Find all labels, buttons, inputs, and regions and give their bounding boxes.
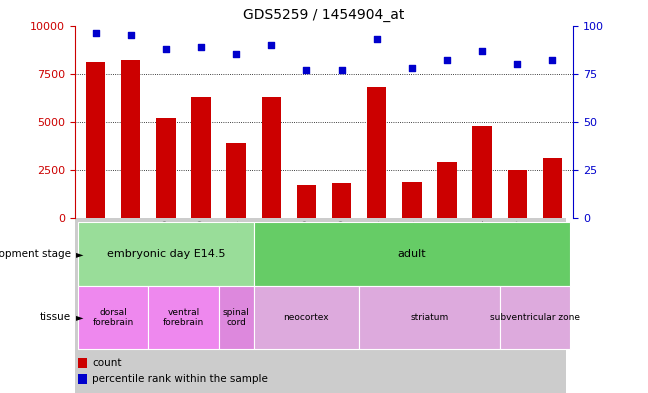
Text: ►: ► [76, 312, 84, 322]
Bar [156, 118, 176, 218]
Bar [332, 184, 351, 218]
Point [407, 65, 417, 71]
Bar [78, 285, 148, 349]
Bar [359, 285, 500, 349]
Bar [472, 126, 492, 218]
Point [477, 48, 487, 54]
Bar [227, 143, 246, 218]
Text: ventral
forebrain: ventral forebrain [163, 308, 204, 327]
Bar [262, 97, 281, 218]
Bar [500, 285, 570, 349]
Bar [297, 185, 316, 218]
Point [231, 51, 241, 57]
Bar [218, 285, 254, 349]
Point [442, 57, 452, 63]
Point [547, 57, 557, 63]
Text: tissue: tissue [40, 312, 71, 322]
Bar [437, 162, 457, 218]
Bar [191, 97, 211, 218]
Point [336, 67, 347, 73]
Text: subventricular zone: subventricular zone [490, 313, 580, 322]
Bar [507, 170, 527, 218]
Bar [121, 60, 141, 218]
Bar [78, 374, 87, 384]
Bar [254, 285, 359, 349]
Point [161, 46, 171, 52]
Point [371, 36, 382, 42]
Point [126, 32, 136, 38]
Bar [86, 62, 105, 218]
Bar [367, 87, 386, 218]
Text: dorsal
forebrain: dorsal forebrain [93, 308, 133, 327]
Title: GDS5259 / 1454904_at: GDS5259 / 1454904_at [243, 8, 405, 22]
Text: adult: adult [397, 249, 426, 259]
Text: development stage: development stage [0, 249, 71, 259]
Text: neocortex: neocortex [284, 313, 329, 322]
Bar [148, 285, 218, 349]
Bar [78, 222, 254, 285]
Bar [254, 222, 570, 285]
Bar [543, 158, 562, 218]
Point [301, 67, 312, 73]
Text: count: count [92, 358, 122, 368]
Text: spinal
cord: spinal cord [223, 308, 249, 327]
Text: striatum: striatum [410, 313, 448, 322]
Text: embryonic day E14.5: embryonic day E14.5 [107, 249, 225, 259]
Text: percentile rank within the sample: percentile rank within the sample [92, 374, 268, 384]
Point [512, 61, 522, 67]
Point [91, 30, 101, 37]
Bar [402, 182, 421, 218]
Point [266, 42, 277, 48]
Text: ►: ► [76, 249, 84, 259]
Bar [78, 358, 87, 368]
Point [196, 44, 206, 50]
